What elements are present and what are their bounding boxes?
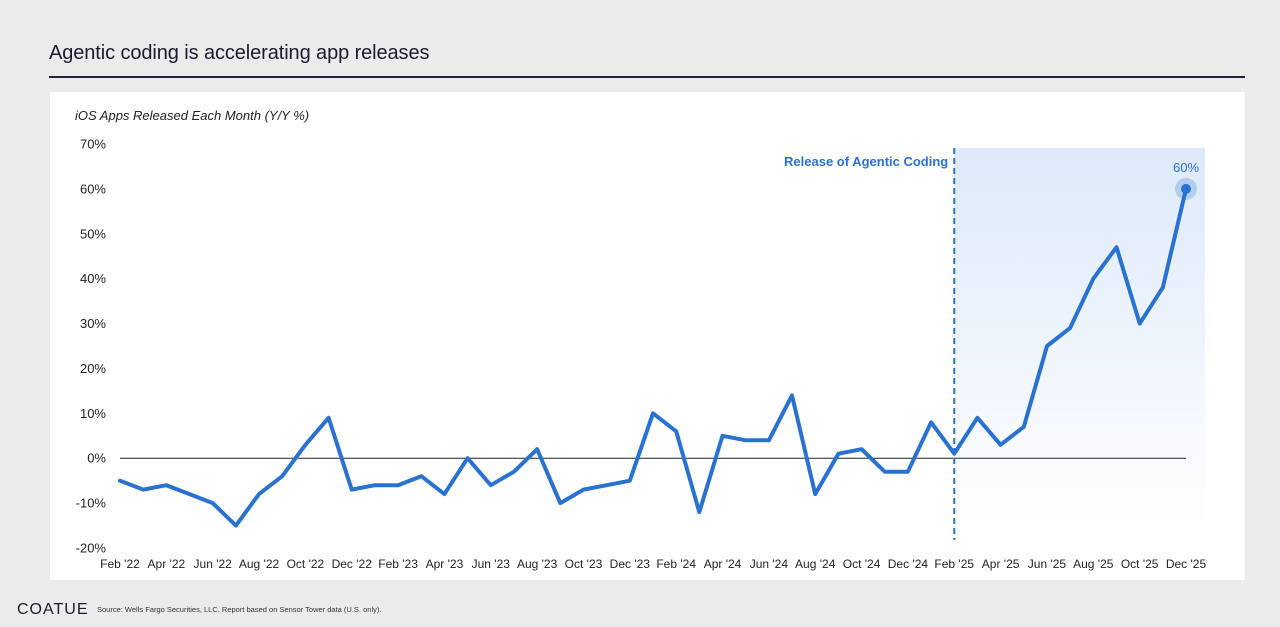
x-tick-label: Apr '23 bbox=[426, 557, 464, 571]
endpoint-label: 60% bbox=[1173, 160, 1199, 175]
chart-panel: iOS Apps Released Each Month (Y/Y %) -20… bbox=[50, 92, 1245, 580]
y-tick-label: -20% bbox=[76, 541, 107, 556]
x-tick-label: Jun '25 bbox=[1028, 557, 1067, 571]
x-tick-label: Oct '24 bbox=[843, 557, 881, 571]
y-tick-label: 10% bbox=[80, 406, 106, 421]
x-tick-label: Aug '23 bbox=[517, 557, 558, 571]
y-tick-label: -10% bbox=[76, 496, 107, 511]
endpoint-dot bbox=[1181, 183, 1191, 194]
y-tick-label: 0% bbox=[87, 451, 106, 466]
series-line bbox=[118, 186, 1188, 528]
x-tick-label: Apr '24 bbox=[704, 557, 742, 571]
x-tick-label: Feb '24 bbox=[656, 557, 696, 571]
chart-title: iOS Apps Released Each Month (Y/Y %) bbox=[75, 108, 309, 123]
y-tick-label: 20% bbox=[80, 361, 106, 376]
x-tick-label: Feb '23 bbox=[378, 557, 418, 571]
y-tick-label: 50% bbox=[80, 226, 106, 241]
y-tick-label: 60% bbox=[80, 181, 106, 196]
post-release-shading bbox=[954, 148, 1205, 528]
title-divider bbox=[49, 76, 1245, 78]
x-tick-label: Jun '23 bbox=[472, 557, 511, 571]
line-chart: iOS Apps Released Each Month (Y/Y %) -20… bbox=[75, 108, 1207, 571]
y-tick-label: 40% bbox=[80, 271, 106, 286]
source-note: Source: Wells Fargo Securities, LLC. Rep… bbox=[97, 605, 382, 614]
x-tick-label: Feb '25 bbox=[934, 557, 974, 571]
x-tick-label: Dec '25 bbox=[1166, 557, 1207, 571]
page-title: Agentic coding is accelerating app relea… bbox=[49, 42, 430, 64]
x-tick-label: Aug '22 bbox=[239, 557, 280, 571]
brand-logo: COATUE bbox=[17, 601, 89, 618]
x-tick-label: Aug '24 bbox=[795, 557, 836, 571]
x-tick-label: Jun '24 bbox=[750, 557, 789, 571]
x-tick-label: Oct '22 bbox=[287, 557, 325, 571]
x-tick-label: Apr '25 bbox=[982, 557, 1020, 571]
x-tick-label: Aug '25 bbox=[1073, 557, 1114, 571]
x-tick-label: Feb '22 bbox=[100, 557, 140, 571]
release-marker-label: Release of Agentic Coding bbox=[784, 154, 948, 169]
x-tick-label: Dec '24 bbox=[888, 557, 929, 571]
x-tick-label: Dec '22 bbox=[332, 557, 373, 571]
x-tick-label: Oct '25 bbox=[1121, 557, 1159, 571]
y-tick-label: 30% bbox=[80, 316, 106, 331]
x-tick-label: Jun '22 bbox=[194, 557, 233, 571]
x-tick-label: Oct '23 bbox=[565, 557, 603, 571]
x-tick-label: Apr '22 bbox=[148, 557, 186, 571]
y-tick-label: 70% bbox=[80, 137, 106, 152]
x-tick-label: Dec '23 bbox=[610, 557, 651, 571]
